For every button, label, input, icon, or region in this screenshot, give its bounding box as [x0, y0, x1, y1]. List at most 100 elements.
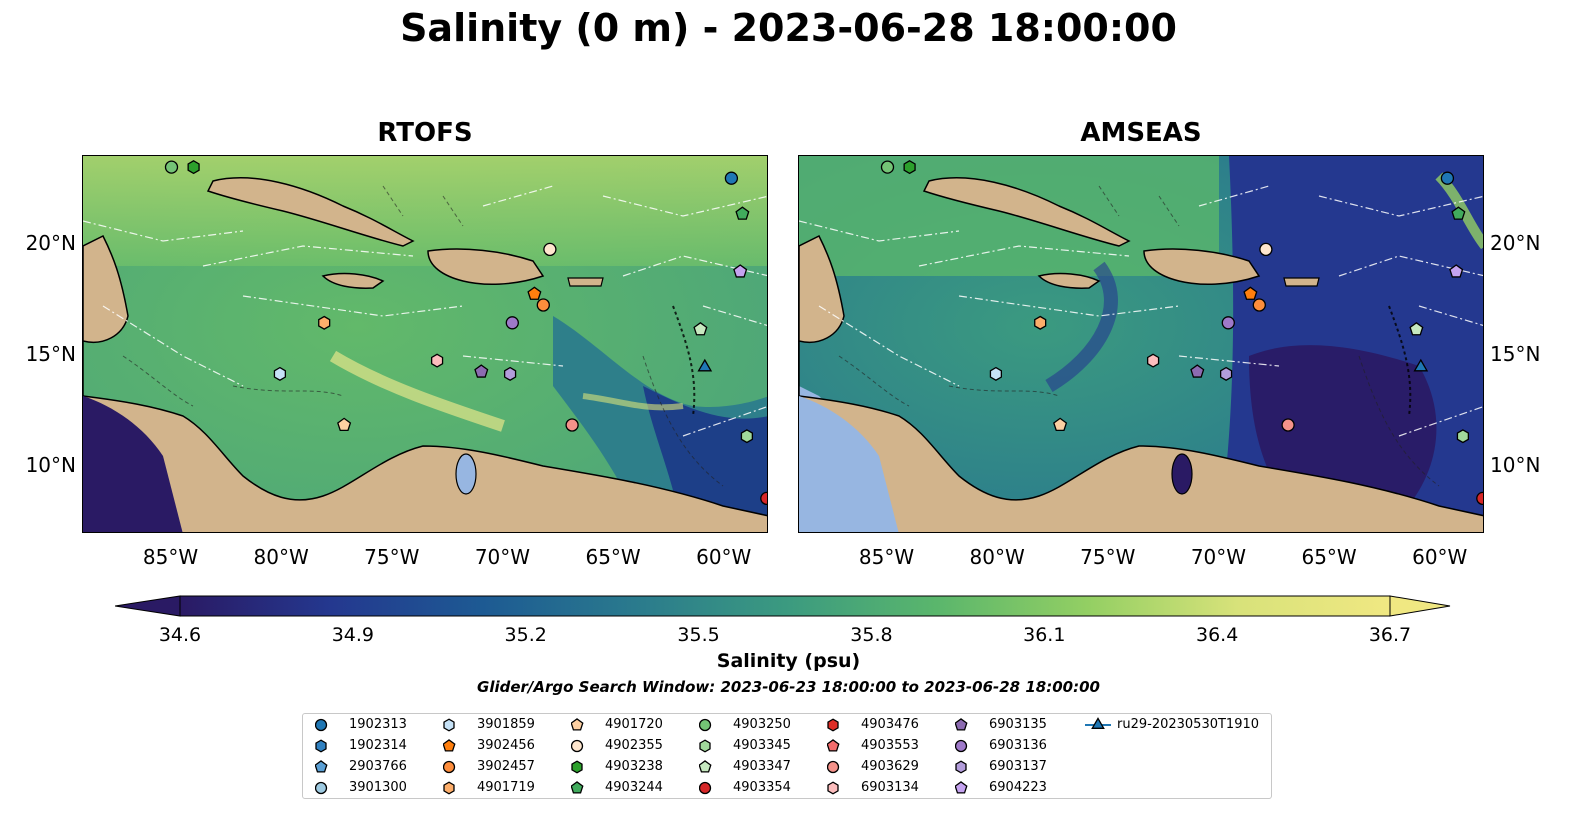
platform-marker-6903134: [1146, 353, 1160, 368]
platform-marker-3901859: [273, 366, 287, 381]
platform-marker-4902355: [543, 242, 557, 257]
legend-marker-icon: [827, 718, 839, 732]
map-panel-rtofs: [82, 155, 768, 533]
colorbar-tick-label: 35.2: [504, 624, 547, 646]
legend-label: 1902314: [349, 738, 407, 753]
legend-label: 4903629: [861, 759, 919, 774]
legend-marker-icon: [315, 781, 328, 795]
platform-marker-1902313: [724, 171, 739, 185]
lon-tick-label: 70°W: [474, 545, 531, 569]
legend-marker-icon: [443, 781, 455, 795]
platform-marker-6903137: [1219, 366, 1233, 381]
lat-tick-label: 15°N: [1490, 342, 1541, 367]
platform-marker-4903347: [693, 321, 708, 336]
legend-label: 2903766: [349, 759, 407, 774]
colorbar-tick-label: 35.5: [677, 624, 720, 646]
lon-tick-label: 65°W: [585, 545, 641, 569]
colorbar-extend-low: [115, 595, 181, 617]
platform-marker-4903250: [880, 160, 895, 174]
legend-marker-icon: [827, 739, 840, 752]
colorbar-extend-high: [1389, 595, 1451, 617]
lon-tick-label: 65°W: [1301, 545, 1357, 569]
colorbar-tick-label: 34.9: [331, 624, 374, 646]
platform-marker-6903137: [503, 366, 517, 381]
panel-title-rtofs: RTOFS: [377, 118, 473, 148]
platform-marker-4903354: [1476, 491, 1483, 506]
legend-label: 6903134: [861, 780, 919, 795]
legend-label: 4903553: [861, 738, 919, 753]
legend-label: 4903250: [733, 717, 791, 732]
colorbar-tick-label: 36.7: [1368, 624, 1412, 646]
platform-marker-3902457: [536, 298, 550, 312]
legend-marker-icon: [955, 760, 967, 774]
legend-label: 3902456: [477, 738, 535, 753]
legend-label: 3901859: [477, 717, 535, 732]
legend-marker-icon: [699, 718, 712, 732]
platform-marker-3902457: [1252, 298, 1266, 312]
lon-tick-label: 85°W: [142, 545, 199, 569]
lon-tick-label: 70°W: [1190, 545, 1247, 569]
platform-marker-3902456: [527, 286, 542, 300]
platform-markers-amseas: [880, 160, 1483, 506]
legend-marker-icon: [699, 760, 712, 773]
legend-marker-icon: [315, 760, 328, 773]
lat-tick-label: 15°N: [25, 342, 76, 367]
colorbar-tick-label: 35.8: [850, 624, 893, 646]
lon-tick-label: 75°W: [1080, 545, 1136, 569]
platform-marker-ru29-20230530T1910: [697, 358, 713, 372]
platform-marker-6904223: [1449, 264, 1464, 278]
colorbar-bar: [179, 595, 1391, 617]
legend-label: 3902457: [477, 759, 535, 774]
platform-marker-4903345: [740, 429, 754, 444]
legend-marker-icon: [955, 781, 968, 794]
platform-marker-4903238: [903, 160, 916, 175]
lat-tick-label: 20°N: [1490, 230, 1541, 255]
platform-legend: 1902313 1902314 2903766 3901300 3901859 39024…: [302, 713, 1272, 799]
legend-marker-icon: [443, 739, 456, 752]
lon-tick-label: 75°W: [364, 545, 420, 569]
platform-marker-4902355: [1259, 242, 1273, 257]
lon-tick-label: 80°W: [969, 545, 1025, 569]
lat-tick-label: 10°N: [1490, 453, 1541, 478]
legend-label: 6903135: [989, 717, 1047, 732]
platform-marker-3901859: [989, 366, 1003, 381]
legend-label: 4903238: [605, 759, 663, 774]
legend-label: 1902313: [349, 717, 407, 732]
colorbar-tick-label: 36.4: [1195, 624, 1239, 646]
platform-marker-3902456: [1243, 286, 1258, 300]
legend-label: 4903244: [605, 780, 663, 795]
platform-marker-6903136: [505, 316, 519, 330]
map-panel-amseas: [798, 155, 1484, 533]
platform-marker-4903629: [565, 418, 579, 432]
map-rtofs-svg: [83, 156, 767, 532]
legend-marker-icon: [443, 760, 456, 774]
platform-marker-4903250: [164, 160, 179, 174]
legend-marker-icon: [827, 760, 840, 774]
lon-tick-label: 80°W: [253, 545, 309, 569]
legend-label: 4902355: [605, 738, 663, 753]
colorbar-label: Salinity (psu): [716, 650, 861, 672]
platform-marker-6904223: [733, 264, 748, 278]
legend-label: 4903354: [733, 780, 791, 795]
lon-tick-label: 60°W: [1412, 545, 1468, 569]
legend-marker-icon: [699, 739, 711, 753]
legend-marker-icon: [827, 781, 839, 795]
legend-label: 4901720: [605, 717, 663, 732]
legend-label: 6904223: [989, 780, 1047, 795]
legend-marker-icon: [571, 760, 583, 774]
legend-marker-icon: [955, 718, 968, 731]
platform-marker-1902313: [1440, 171, 1455, 185]
legend-marker-icon: [443, 718, 455, 732]
platform-marker-6903136: [1221, 316, 1235, 330]
colorbar-tick-label: 36.1: [1023, 624, 1066, 646]
legend-label: 4903347: [733, 759, 791, 774]
legend-label: 4903476: [861, 717, 919, 732]
platform-marker-4903347: [1409, 321, 1424, 336]
lat-tick-label: 20°N: [25, 230, 76, 255]
platform-marker-4903244: [735, 206, 750, 220]
lon-tick-label: 85°W: [858, 545, 915, 569]
legend-marker-icon: [315, 718, 328, 732]
legend-marker-icon: [571, 781, 584, 794]
platform-marker-4903244: [1451, 206, 1466, 220]
legend-marker-icon: [955, 739, 968, 753]
